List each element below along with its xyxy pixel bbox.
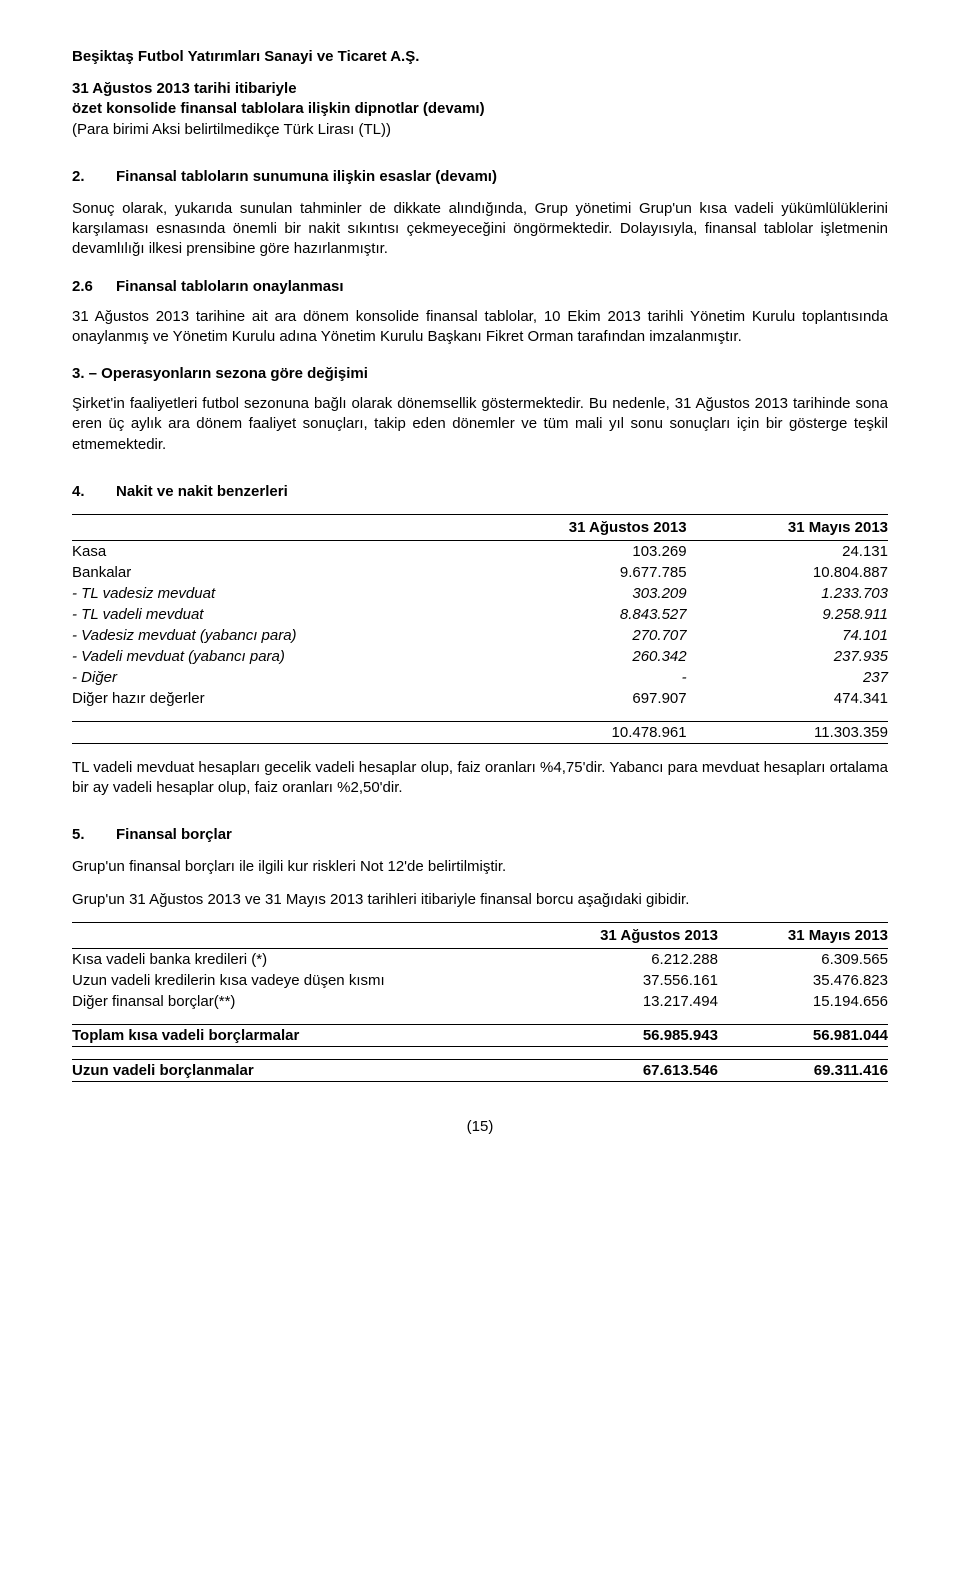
section-2-6-text: Finansal tabloların onaylanması: [116, 278, 344, 295]
debt-subtotal-long-v1: 67.613.546: [522, 1059, 718, 1081]
cash-table-total: 10.478.961 11.303.359: [72, 721, 888, 743]
cash-row-v2: 237: [687, 667, 888, 688]
debt-table-blank-header: [72, 922, 522, 948]
section-4-note: TL vadeli mevduat hesapları gecelik vade…: [72, 758, 888, 799]
debt-row-label: Uzun vadeli kredilerin kısa vadeye düşen…: [72, 970, 522, 991]
document-page: Beşiktaş Futbol Yatırımları Sanayi ve Ti…: [0, 0, 960, 1183]
cash-table-blank-header: [72, 514, 455, 540]
cash-row-label: - Diğer: [72, 667, 455, 688]
cash-table-header: 31 Ağustos 2013 31 Mayıs 2013: [72, 514, 888, 540]
debt-row-v1: 6.212.288: [522, 948, 718, 970]
debt-table: 31 Ağustos 2013 31 Mayıs 2013 Kısa vadel…: [72, 922, 888, 1082]
cash-row-v1: -: [455, 667, 687, 688]
section-2-6-title: 2.6Finansal tabloların onaylanması: [72, 278, 888, 295]
debt-row-v1: 37.556.161: [522, 970, 718, 991]
debt-table-row: Uzun vadeli kredilerin kısa vadeye düşen…: [72, 970, 888, 991]
debt-table-row: Diğer finansal borçlar(**)13.217.49415.1…: [72, 991, 888, 1012]
cash-row-label: - TL vadeli mevduat: [72, 604, 455, 625]
debt-row-v2: 35.476.823: [718, 970, 888, 991]
debt-table-col2: 31 Mayıs 2013: [718, 922, 888, 948]
section-5-text: Finansal borçlar: [116, 826, 232, 843]
cash-table-row: - TL vadeli mevduat8.843.5279.258.911: [72, 604, 888, 625]
debt-subtotal-long-v2: 69.311.416: [718, 1059, 888, 1081]
cash-row-label: - TL vadesiz mevduat: [72, 583, 455, 604]
section-5-paragraph-2: Grup'un 31 Ağustos 2013 ve 31 Mayıs 2013…: [72, 890, 888, 910]
section-3-title: 3. – Operasyonların sezona göre değişimi: [72, 365, 888, 382]
debt-table-col1: 31 Ağustos 2013: [522, 922, 718, 948]
cash-table-row: - Vadeli mevduat (yabancı para)260.34223…: [72, 646, 888, 667]
cash-table-col2: 31 Mayıs 2013: [687, 514, 888, 540]
cash-row-v1: 260.342: [455, 646, 687, 667]
cash-row-label: - Vadeli mevduat (yabancı para): [72, 646, 455, 667]
cash-row-label: Bankalar: [72, 562, 455, 583]
cash-row-v2: 24.131: [687, 540, 888, 562]
debt-subtotal-long-label: Uzun vadeli borçlanmalar: [72, 1059, 522, 1081]
cash-row-v2: 10.804.887: [687, 562, 888, 583]
debt-row-label: Diğer finansal borçlar(**): [72, 991, 522, 1012]
section-4-text: Nakit ve nakit benzerleri: [116, 483, 288, 500]
debt-subtotal-long: Uzun vadeli borçlanmalar 67.613.546 69.3…: [72, 1059, 888, 1081]
cash-table-row: - Vadesiz mevduat (yabancı para)270.7077…: [72, 625, 888, 646]
section-5-num: 5.: [72, 826, 116, 843]
cash-total-v2: 11.303.359: [687, 721, 888, 743]
cash-table-row: Bankalar9.677.78510.804.887: [72, 562, 888, 583]
cash-table-row: Kasa103.26924.131: [72, 540, 888, 562]
section-2-title: 2.Finansal tabloların sunumuna ilişkin e…: [72, 168, 888, 185]
section-5-title: 5.Finansal borçlar: [72, 826, 888, 843]
debt-table-header: 31 Ağustos 2013 31 Mayıs 2013: [72, 922, 888, 948]
cash-row-v1: 8.843.527: [455, 604, 687, 625]
section-2-6-num: 2.6: [72, 278, 116, 295]
cash-total-v1: 10.478.961: [455, 721, 687, 743]
section-4-title: 4.Nakit ve nakit benzerleri: [72, 483, 888, 500]
section-4-num: 4.: [72, 483, 116, 500]
report-subtitle: özet konsolide finansal tablolara ilişki…: [72, 99, 888, 119]
section-2-6-paragraph: 31 Ağustos 2013 tarihine ait ara dönem k…: [72, 307, 888, 348]
cash-row-v1: 9.677.785: [455, 562, 687, 583]
section-2-paragraph-1: Sonuç olarak, yukarıda sunulan tahminler…: [72, 199, 888, 260]
cash-row-v1: 103.269: [455, 540, 687, 562]
debt-table-row: Kısa vadeli banka kredileri (*)6.212.288…: [72, 948, 888, 970]
section-2-text: Finansal tabloların sunumuna ilişkin esa…: [116, 168, 497, 185]
cash-table-row: - TL vadesiz mevduat303.2091.233.703: [72, 583, 888, 604]
cash-table-row: - Diğer-237: [72, 667, 888, 688]
cash-row-v1: 270.707: [455, 625, 687, 646]
debt-subtotal-short: Toplam kısa vadeli borçlarmalar 56.985.9…: [72, 1024, 888, 1046]
report-date-line: 31 Ağustos 2013 tarihi itibariyle: [72, 79, 888, 99]
cash-row-v2: 74.101: [687, 625, 888, 646]
cash-row-v2: 237.935: [687, 646, 888, 667]
cash-row-label: Kasa: [72, 540, 455, 562]
cash-table-row: Diğer hazır değerler697.907474.341: [72, 688, 888, 709]
cash-total-label: [72, 721, 455, 743]
cash-table: 31 Ağustos 2013 31 Mayıs 2013 Kasa103.26…: [72, 514, 888, 744]
cash-table-col1: 31 Ağustos 2013: [455, 514, 687, 540]
cash-row-label: - Vadesiz mevduat (yabancı para): [72, 625, 455, 646]
debt-row-v2: 6.309.565: [718, 948, 888, 970]
cash-row-v1: 303.209: [455, 583, 687, 604]
page-number: (15): [72, 1118, 888, 1135]
cash-row-v2: 474.341: [687, 688, 888, 709]
company-name: Beşiktaş Futbol Yatırımları Sanayi ve Ti…: [72, 48, 888, 65]
debt-subtotal-short-v1: 56.985.943: [522, 1024, 718, 1046]
report-currency-note: (Para birimi Aksi belirtilmedikçe Türk L…: [72, 120, 888, 140]
section-3-paragraph: Şirket'in faaliyetleri futbol sezonuna b…: [72, 394, 888, 455]
cash-row-label: Diğer hazır değerler: [72, 688, 455, 709]
debt-subtotal-short-v2: 56.981.044: [718, 1024, 888, 1046]
section-2-num: 2.: [72, 168, 116, 185]
cash-row-v1: 697.907: [455, 688, 687, 709]
cash-row-v2: 9.258.911: [687, 604, 888, 625]
debt-subtotal-short-label: Toplam kısa vadeli borçlarmalar: [72, 1024, 522, 1046]
debt-row-v1: 13.217.494: [522, 991, 718, 1012]
section-5-paragraph-1: Grup'un finansal borçları ile ilgili kur…: [72, 857, 888, 877]
debt-row-v2: 15.194.656: [718, 991, 888, 1012]
debt-row-label: Kısa vadeli banka kredileri (*): [72, 948, 522, 970]
cash-row-v2: 1.233.703: [687, 583, 888, 604]
